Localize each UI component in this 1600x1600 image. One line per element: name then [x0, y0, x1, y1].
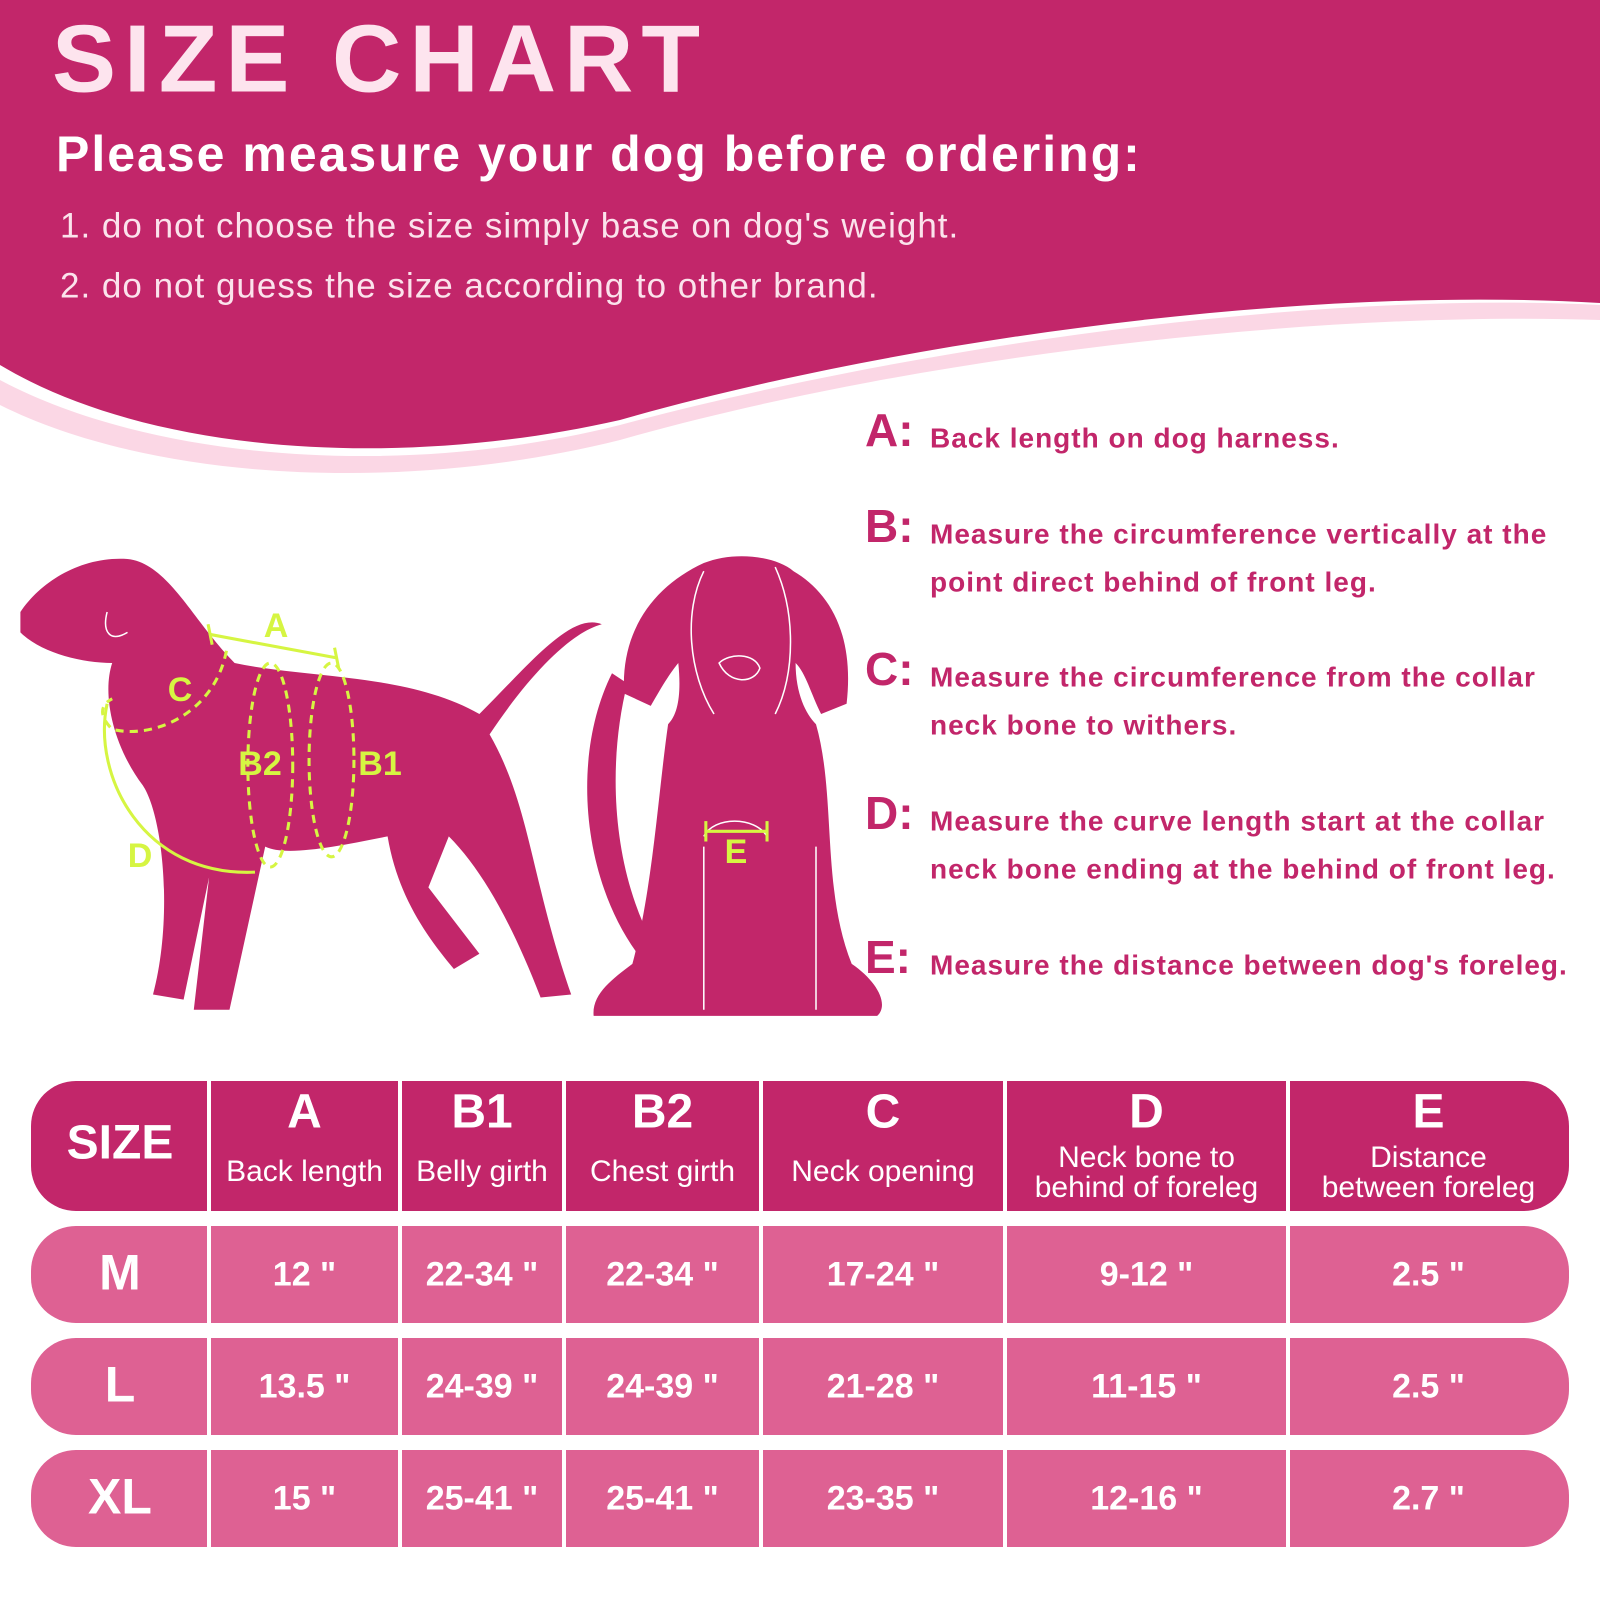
column-label: Distance — [1370, 1141, 1487, 1174]
column-label: Neck bone to — [1058, 1141, 1235, 1174]
diagram-labels: A C B2 B1 D E — [128, 607, 748, 875]
size-value: 24-39 " — [426, 1367, 539, 1405]
size-value: 21-28 " — [827, 1367, 940, 1405]
column-label: Chest girth — [590, 1155, 735, 1188]
measurement-text: Measure the curve length start at the co… — [930, 805, 1545, 836]
sitting-dog-tail — [587, 673, 653, 954]
column-label: Back length — [226, 1155, 383, 1188]
table-header-bg — [31, 1081, 1569, 1211]
diagram-label: D — [128, 837, 153, 875]
measurement-text: Back length on dog harness. — [930, 422, 1340, 453]
size-value: 12-16 " — [1090, 1479, 1203, 1517]
size-value: 23-35 " — [827, 1479, 940, 1517]
size-value: 22-34 " — [606, 1255, 719, 1293]
measurement-text: Measure the circumference from the colla… — [930, 661, 1536, 692]
header-band-shadow — [0, 302, 1600, 474]
header-band — [0, 0, 1600, 449]
table-row-bg — [31, 1338, 1569, 1435]
size-value: 24-39 " — [606, 1367, 719, 1405]
size-value: 17-24 " — [827, 1255, 940, 1293]
dog-illustrations — [20, 556, 882, 1016]
diagram-label: C — [168, 671, 193, 709]
measurement-letter: E: — [865, 931, 911, 983]
size-value: 15 " — [273, 1479, 336, 1517]
dog-outline — [104, 566, 817, 1010]
column-code: E — [1412, 1086, 1444, 1139]
measurement-text: point direct behind of front leg. — [930, 566, 1377, 597]
sitting-dog — [593, 556, 882, 1016]
column-code: B1 — [451, 1086, 512, 1139]
standing-dog — [20, 558, 602, 1010]
size-value: 2.5 " — [1392, 1367, 1465, 1405]
note: 1. do not choose the size simply base on… — [60, 206, 959, 245]
size-table: SIZE A Back length B1 Belly girth B2 Chest gir… — [31, 1081, 1569, 1547]
note: 2. do not guess the size according to ot… — [60, 266, 879, 305]
column-label: Neck opening — [791, 1155, 974, 1188]
measurement-letter: D: — [865, 787, 914, 839]
size-value: 22-34 " — [426, 1255, 539, 1293]
measurement-text: neck bone to withers. — [930, 709, 1237, 740]
table-row-bg — [31, 1450, 1569, 1547]
diagram-label: E — [725, 833, 748, 871]
measurement-text: Measure the distance between dog's forel… — [930, 949, 1568, 980]
measurement-text: Measure the circumference vertically at … — [930, 518, 1547, 549]
measure-guides — [101, 623, 769, 874]
column-code: C — [866, 1086, 901, 1139]
size-value: 2.7 " — [1392, 1479, 1465, 1517]
size-value: 12 " — [273, 1255, 336, 1293]
measurement-letter: A: — [865, 404, 914, 456]
size-label: XL — [88, 1469, 152, 1525]
column-code: D — [1129, 1086, 1164, 1139]
size-value: 25-41 " — [606, 1479, 719, 1517]
size-value: 25-41 " — [426, 1479, 539, 1517]
column-label: Belly girth — [416, 1155, 548, 1188]
column-label: between foreleg — [1322, 1171, 1536, 1204]
measurement-letter: C: — [865, 643, 914, 695]
size-label: M — [99, 1245, 141, 1301]
diagram-label: B1 — [358, 745, 401, 783]
subtitle: Please measure your dog before ordering: — [56, 126, 1142, 182]
table-row-bg — [31, 1226, 1569, 1323]
title: SIZE CHART — [52, 5, 708, 112]
size-value: 9-12 " — [1100, 1255, 1194, 1293]
size-value: 11-15 " — [1091, 1367, 1202, 1405]
measurement-list: A: Back length on dog harness. B: Measure t… — [865, 404, 1568, 983]
diagram-label: A — [264, 607, 289, 645]
size-header: SIZE — [67, 1117, 174, 1170]
column-code: A — [287, 1086, 322, 1139]
size-label: L — [105, 1357, 136, 1413]
measurement-letter: B: — [865, 500, 914, 552]
diagram-label: B2 — [238, 745, 281, 783]
column-code: B2 — [632, 1086, 693, 1139]
measurement-text: neck bone ending at the behind of front … — [930, 853, 1556, 884]
size-value: 13.5 " — [259, 1367, 351, 1405]
size-value: 2.5 " — [1392, 1255, 1465, 1293]
column-label: behind of foreleg — [1035, 1171, 1259, 1204]
